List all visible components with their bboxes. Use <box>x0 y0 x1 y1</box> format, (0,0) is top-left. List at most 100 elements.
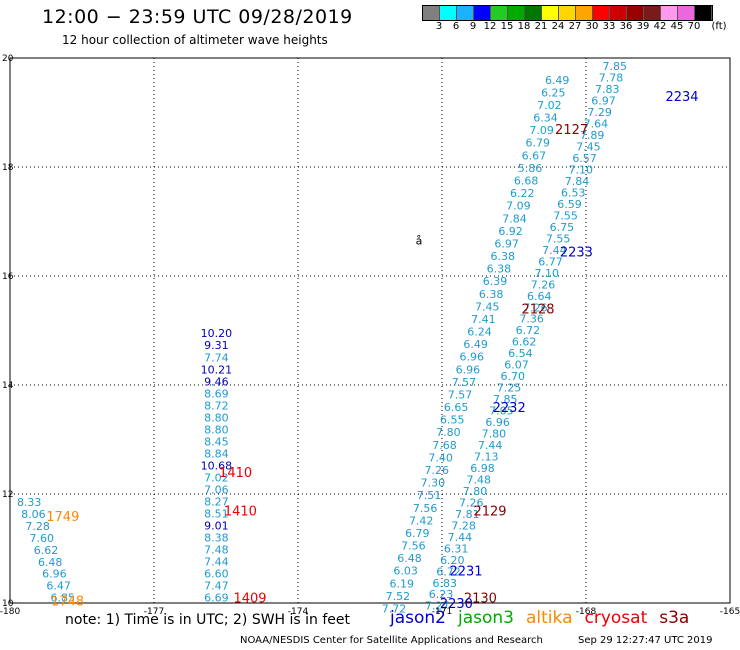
time-label: 2127 <box>555 123 588 138</box>
time-label: 1749 <box>46 510 79 525</box>
swh-value: 7.64 <box>584 118 609 131</box>
x-tick-label: -171 <box>432 607 452 617</box>
swh-value: 7.02 <box>204 471 229 484</box>
swh-value: 7.44 <box>478 439 503 452</box>
swh-value: 7.56 <box>413 502 438 515</box>
color-scale-legend <box>422 5 713 21</box>
swh-value: 6.31 <box>444 542 469 555</box>
swh-value: 6.97 <box>591 95 616 108</box>
legend-label: 33 <box>602 21 616 32</box>
legend-swatch <box>610 6 627 20</box>
swh-value: 8.72 <box>204 399 229 412</box>
swh-value: 6.79 <box>526 137 551 150</box>
swh-value: 7.06 <box>204 483 229 496</box>
legend-swatch <box>508 6 525 20</box>
swh-value: 6.83 <box>433 577 458 590</box>
swh-value: 6.96 <box>485 416 510 429</box>
legend-swatch <box>474 6 491 20</box>
time-label: 2128 <box>521 303 554 318</box>
legend-label: 39 <box>636 21 650 32</box>
time-label: 1410 <box>224 504 257 519</box>
swh-value: 6.59 <box>557 198 582 211</box>
swh-value: 8.51 <box>204 507 229 520</box>
swh-value: 7.28 <box>25 520 50 533</box>
swh-value: 6.96 <box>456 363 481 376</box>
legend-label: 18 <box>517 21 531 32</box>
swh-value: 6.38 <box>487 263 512 276</box>
swh-value: 6.49 <box>545 74 570 87</box>
swh-value: 7.10 <box>535 267 560 280</box>
legend-label: 42 <box>653 21 667 32</box>
swh-value: 10.21 <box>201 363 233 376</box>
legend-swatch <box>457 6 474 20</box>
page-subtitle: 12 hour collection of altimeter wave hei… <box>62 33 328 47</box>
swh-value: 6.62 <box>512 336 537 349</box>
satellite-name: jason2 <box>390 608 446 628</box>
swh-value: 7.55 <box>546 232 571 245</box>
legend-swatch <box>678 6 695 20</box>
swh-value: 6.92 <box>498 225 523 238</box>
time-label: 1410 <box>219 466 252 481</box>
swh-value: 7.26 <box>424 464 449 477</box>
swh-value: 6.68 <box>514 174 539 187</box>
swh-value: 6.65 <box>444 401 469 414</box>
swh-value: 7.60 <box>30 532 55 545</box>
swh-value: 7.48 <box>467 473 492 486</box>
time-label: 2129 <box>473 504 506 519</box>
swh-value: 6.60 <box>204 568 229 581</box>
swh-value: 6.57 <box>572 152 597 165</box>
time-label: 2234 <box>665 90 698 105</box>
swh-value: 7.40 <box>428 451 453 464</box>
legend-label: 70 <box>687 21 701 32</box>
swh-value: 7.05 <box>489 405 514 418</box>
swh-value: 7.25 <box>497 382 522 395</box>
swh-value: 7.72 <box>382 602 407 615</box>
swh-value: 6.38 <box>479 288 504 301</box>
legend-swatch <box>695 6 712 20</box>
swh-value: 6.07 <box>504 359 529 372</box>
swh-value: 7.30 <box>421 477 446 490</box>
legend-swatch <box>440 6 457 20</box>
axis-ticks: -180 -177 -174 -171 -168 -165 20 18 16 14 12 10 <box>0 54 740 617</box>
swh-value: 7.47 <box>204 580 229 593</box>
swh-value: 8.80 <box>204 411 229 424</box>
swh-value: 7.80 <box>463 485 488 498</box>
map-frame <box>9 57 731 604</box>
legend-swatch <box>559 6 576 20</box>
swh-value: 8.45 <box>204 435 229 448</box>
swh-value: 6.62 <box>34 544 59 557</box>
swh-value: 7.41 <box>471 313 496 326</box>
x-tick-label: -174 <box>288 607 309 617</box>
legend-swatch <box>644 6 661 20</box>
credits-text: NOAA/NESDIS Center for Satellite Applica… <box>240 635 543 646</box>
swh-value: 7.85 <box>603 60 628 73</box>
swh-value: 7.45 <box>576 141 601 154</box>
swh-value: 7.36 <box>519 313 544 326</box>
time-label: 1409 <box>233 592 266 607</box>
altimeter-tracks: 7.857.787.836.977.297.647.897.456.577.10… <box>17 60 627 615</box>
satellite-name: s3a <box>659 608 690 628</box>
time-label: 2130 <box>464 592 497 607</box>
swh-value: 7.44 <box>542 244 567 257</box>
swh-value: 7.02 <box>537 99 562 112</box>
y-tick-label: 10 <box>2 599 14 609</box>
y-tick-label: 14 <box>2 381 14 391</box>
swh-value: 6.25 <box>541 86 566 99</box>
legend-swatch <box>576 6 593 20</box>
swh-value: 7.80 <box>436 426 461 439</box>
swh-value: 10.68 <box>201 459 233 472</box>
swh-value: 7.84 <box>502 212 527 225</box>
swh-value: 7.55 <box>553 209 578 222</box>
legend-label: 15 <box>500 21 514 32</box>
swh-value: 6.64 <box>527 290 552 303</box>
swh-value: 9.01 <box>204 519 229 532</box>
swh-value: 6.47 <box>46 580 71 593</box>
swh-value: 6.48 <box>397 552 422 565</box>
swh-value: 7.52 <box>386 590 411 603</box>
legend-label: 21 <box>534 21 548 32</box>
y-tick-label: 18 <box>2 163 14 173</box>
map-grid <box>9 57 731 604</box>
swh-value: 7.09 <box>506 200 531 213</box>
swh-value: 7.81 <box>455 508 480 521</box>
